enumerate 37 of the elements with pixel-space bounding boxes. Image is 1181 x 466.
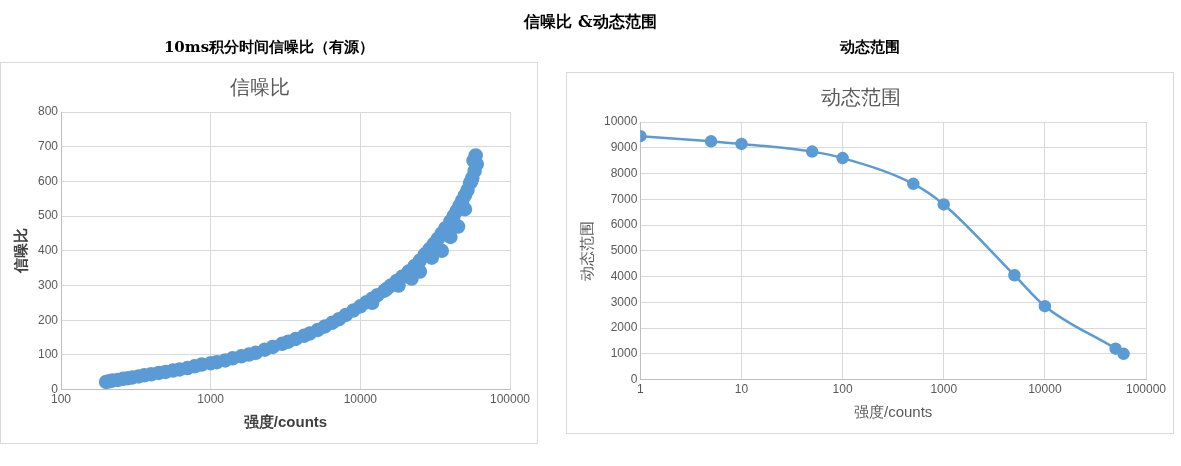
x-axis-title: 强度/counts — [243, 413, 328, 431]
y-tick-label: 9000 — [610, 140, 638, 155]
y-tick-label: 2000 — [610, 320, 638, 335]
y-tick-label: 1000 — [610, 346, 638, 361]
y-tick-label: 5000 — [610, 243, 638, 258]
y-tick-label: 200 — [37, 312, 59, 327]
y-tick-label: 7000 — [610, 191, 638, 206]
y-tick-label: 0 — [630, 371, 638, 386]
y-tick-label: 6000 — [610, 217, 638, 232]
y-tick-label: 3000 — [610, 294, 638, 309]
chart-title: 动态范围 — [838, 38, 901, 57]
chart-subtitle: 信噪比 — [229, 75, 290, 98]
y-tick-label: 400 — [37, 243, 59, 258]
y-tick-label: 8000 — [610, 165, 638, 180]
y-tick-label: 800 — [37, 104, 59, 119]
y-axis-title: 动态范围 — [578, 220, 596, 281]
y-tick-label: 4000 — [610, 268, 638, 283]
y-tick-label: 700 — [37, 139, 59, 154]
chart-title: 10ms积分时间信噪比（有源） — [162, 38, 376, 57]
chart-subtitle: 动态范围 — [820, 85, 901, 108]
y-tick-label: 10000 — [603, 114, 638, 129]
text: 信噪比 &动态范围 — [522, 12, 658, 33]
y-tick-label: 100 — [37, 347, 59, 362]
y-tick-label: 600 — [37, 173, 59, 188]
x-tick-label: 100 — [832, 382, 853, 397]
x-tick-label: 100000 — [489, 392, 531, 407]
x-tick-label: 10 — [734, 382, 749, 397]
x-tick-label: 1000 — [197, 392, 225, 407]
x-axis-title: 强度/counts — [854, 403, 933, 421]
y-axis-title: 信噪比 — [12, 228, 30, 275]
x-tick-label: 10000 — [343, 392, 378, 407]
x-tick-label: 10000 — [1028, 382, 1062, 397]
y-tick-label: 300 — [37, 277, 59, 292]
x-tick-label: 1 — [637, 382, 645, 397]
x-tick-label: 1000 — [930, 382, 958, 397]
y-tick-label: 500 — [37, 208, 59, 223]
x-tick-label: 100000 — [1125, 382, 1167, 397]
